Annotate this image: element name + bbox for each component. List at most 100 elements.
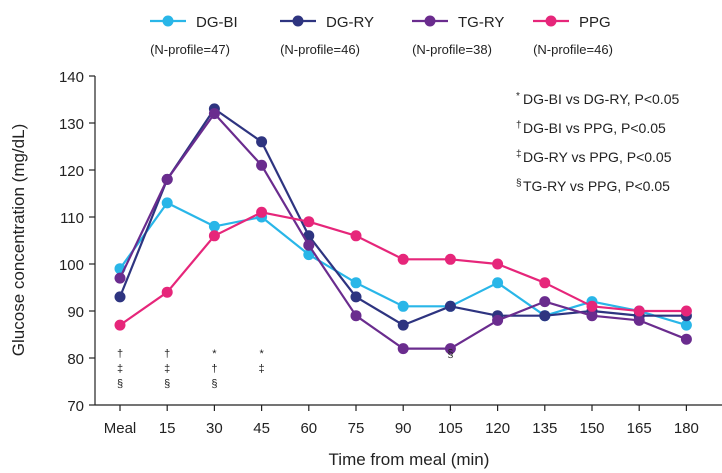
significance-symbol: § <box>117 378 123 390</box>
significance-annotations: * DG-BI vs DG-RY, P<0.05 † DG-BI vs PPG, P<… <box>516 91 679 194</box>
significance-symbol: § <box>211 378 217 390</box>
significance-symbol: * <box>212 348 217 360</box>
y-tick-label: 110 <box>60 210 84 227</box>
data-point-dg-ry <box>444 300 456 312</box>
data-point-dg-ry <box>539 310 551 322</box>
legend-n-profile: (N-profile=46) <box>280 42 360 57</box>
significance-symbol: § <box>164 378 170 390</box>
data-point-tg-ry <box>303 239 315 251</box>
data-point-dg-bi <box>350 277 362 289</box>
y-tick-label: 90 <box>67 304 84 321</box>
data-point-tg-ry <box>633 314 645 326</box>
legend-n-profile: (N-profile=47) <box>150 42 230 57</box>
y-tick-label: 130 <box>59 116 84 133</box>
data-point-ppg <box>161 286 173 298</box>
data-point-ppg <box>586 300 598 312</box>
legend-label: DG-RY <box>326 14 374 31</box>
data-point-dg-bi <box>680 319 692 331</box>
x-axis-label: Time from meal (min) <box>329 450 490 469</box>
data-point-tg-ry <box>114 272 126 284</box>
annotation-symbol: * <box>516 91 520 102</box>
data-point-tg-ry <box>350 310 362 322</box>
data-point-dg-ry <box>256 136 268 148</box>
data-point-dg-bi <box>161 197 173 209</box>
data-point-tg-ry <box>256 159 268 171</box>
x-tick-label: 60 <box>300 420 317 437</box>
legend-swatch-marker <box>424 15 436 27</box>
y-tick-label: 140 <box>59 69 84 86</box>
y-tick-label: 70 <box>67 398 84 415</box>
legend: DG-BI (N-profile=47) DG-RY (N-profile=46) TG… <box>150 14 613 57</box>
x-tick-label: Meal <box>104 420 137 437</box>
data-point-ppg <box>208 230 220 242</box>
legend-label: TG-RY <box>458 14 504 31</box>
data-point-dg-ry <box>397 319 409 331</box>
significance-symbol: § <box>447 348 453 360</box>
x-tick-label: 150 <box>579 420 604 437</box>
data-point-ppg <box>256 206 268 218</box>
data-point-ppg <box>680 305 692 317</box>
x-tick-label: 120 <box>485 420 510 437</box>
annotation-symbol: § <box>516 178 522 189</box>
data-point-tg-ry <box>492 314 504 326</box>
y-tick-label: 80 <box>67 351 84 368</box>
data-point-dg-bi <box>208 220 220 232</box>
annotation-symbol: † <box>516 120 522 131</box>
x-tick-label: 105 <box>438 420 463 437</box>
x-tick-label: 30 <box>206 420 223 437</box>
annotation-text: DG-BI vs PPG, P<0.05 <box>523 120 666 136</box>
data-point-ppg <box>350 230 362 242</box>
x-tick-label: 15 <box>159 420 176 437</box>
y-ticks: 70 80 90 100 110 120 130 140 <box>59 69 95 415</box>
data-point-dg-bi <box>303 249 315 261</box>
data-point-ppg <box>492 258 504 270</box>
y-tick-label: 100 <box>59 257 84 274</box>
data-point-dg-ry <box>350 291 362 303</box>
data-point-dg-ry <box>114 291 126 303</box>
significance-symbol: † <box>164 348 170 360</box>
y-tick-label: 120 <box>59 163 84 180</box>
annotation-text: DG-BI vs DG-RY, P<0.05 <box>523 91 679 107</box>
significance-symbol: † <box>211 363 217 375</box>
data-point-ppg <box>633 305 645 317</box>
data-point-ppg <box>397 253 409 265</box>
legend-label: PPG <box>579 14 611 31</box>
legend-swatch-marker <box>545 15 557 27</box>
legend-n-profile: (N-profile=38) <box>412 42 492 57</box>
data-point-tg-ry <box>586 310 598 322</box>
x-tick-label: 135 <box>532 420 557 437</box>
annotation-text: DG-RY vs PPG, P<0.05 <box>523 149 672 165</box>
legend-n-profile: (N-profile=46) <box>533 42 613 57</box>
data-point-tg-ry <box>161 173 173 185</box>
x-tick-label: 180 <box>674 420 699 437</box>
series-line-dg-ry <box>118 107 687 327</box>
legend-swatch-marker <box>292 15 304 27</box>
significance-symbol: † <box>117 348 123 360</box>
x-tick-label: 75 <box>348 420 365 437</box>
x-ticks: Meal 15 30 45 60 75 90 105 120 135 150 165 180 <box>104 405 699 437</box>
x-tick-label: 90 <box>395 420 412 437</box>
x-tick-label: 165 <box>627 420 652 437</box>
significance-marks: † ‡ § † ‡ § * † § * ‡ § <box>117 348 454 390</box>
y-axis-label: Glucose concentration (mg/dL) <box>9 124 28 356</box>
data-point-tg-ry <box>444 343 456 355</box>
series-group <box>114 103 692 355</box>
axes: 70 80 90 100 110 120 130 140 Meal 15 30 45 60 75 90 10… <box>9 69 722 469</box>
significance-symbol: * <box>259 348 264 360</box>
annotation-text: TG-RY vs PPG, P<0.05 <box>523 178 670 194</box>
data-point-ppg <box>444 253 456 265</box>
significance-symbol: ‡ <box>117 363 123 375</box>
data-point-tg-ry <box>397 343 409 355</box>
data-point-tg-ry <box>680 333 692 345</box>
annotation-symbol: ‡ <box>516 149 522 160</box>
data-point-ppg <box>114 319 126 331</box>
significance-symbol: ‡ <box>164 363 170 375</box>
legend-label: DG-BI <box>196 14 238 31</box>
significance-symbol: ‡ <box>259 363 265 375</box>
data-point-ppg <box>303 216 315 228</box>
data-point-dg-bi <box>397 300 409 312</box>
legend-swatch-marker <box>162 15 174 27</box>
data-point-dg-bi <box>492 277 504 289</box>
data-point-tg-ry <box>208 108 220 120</box>
